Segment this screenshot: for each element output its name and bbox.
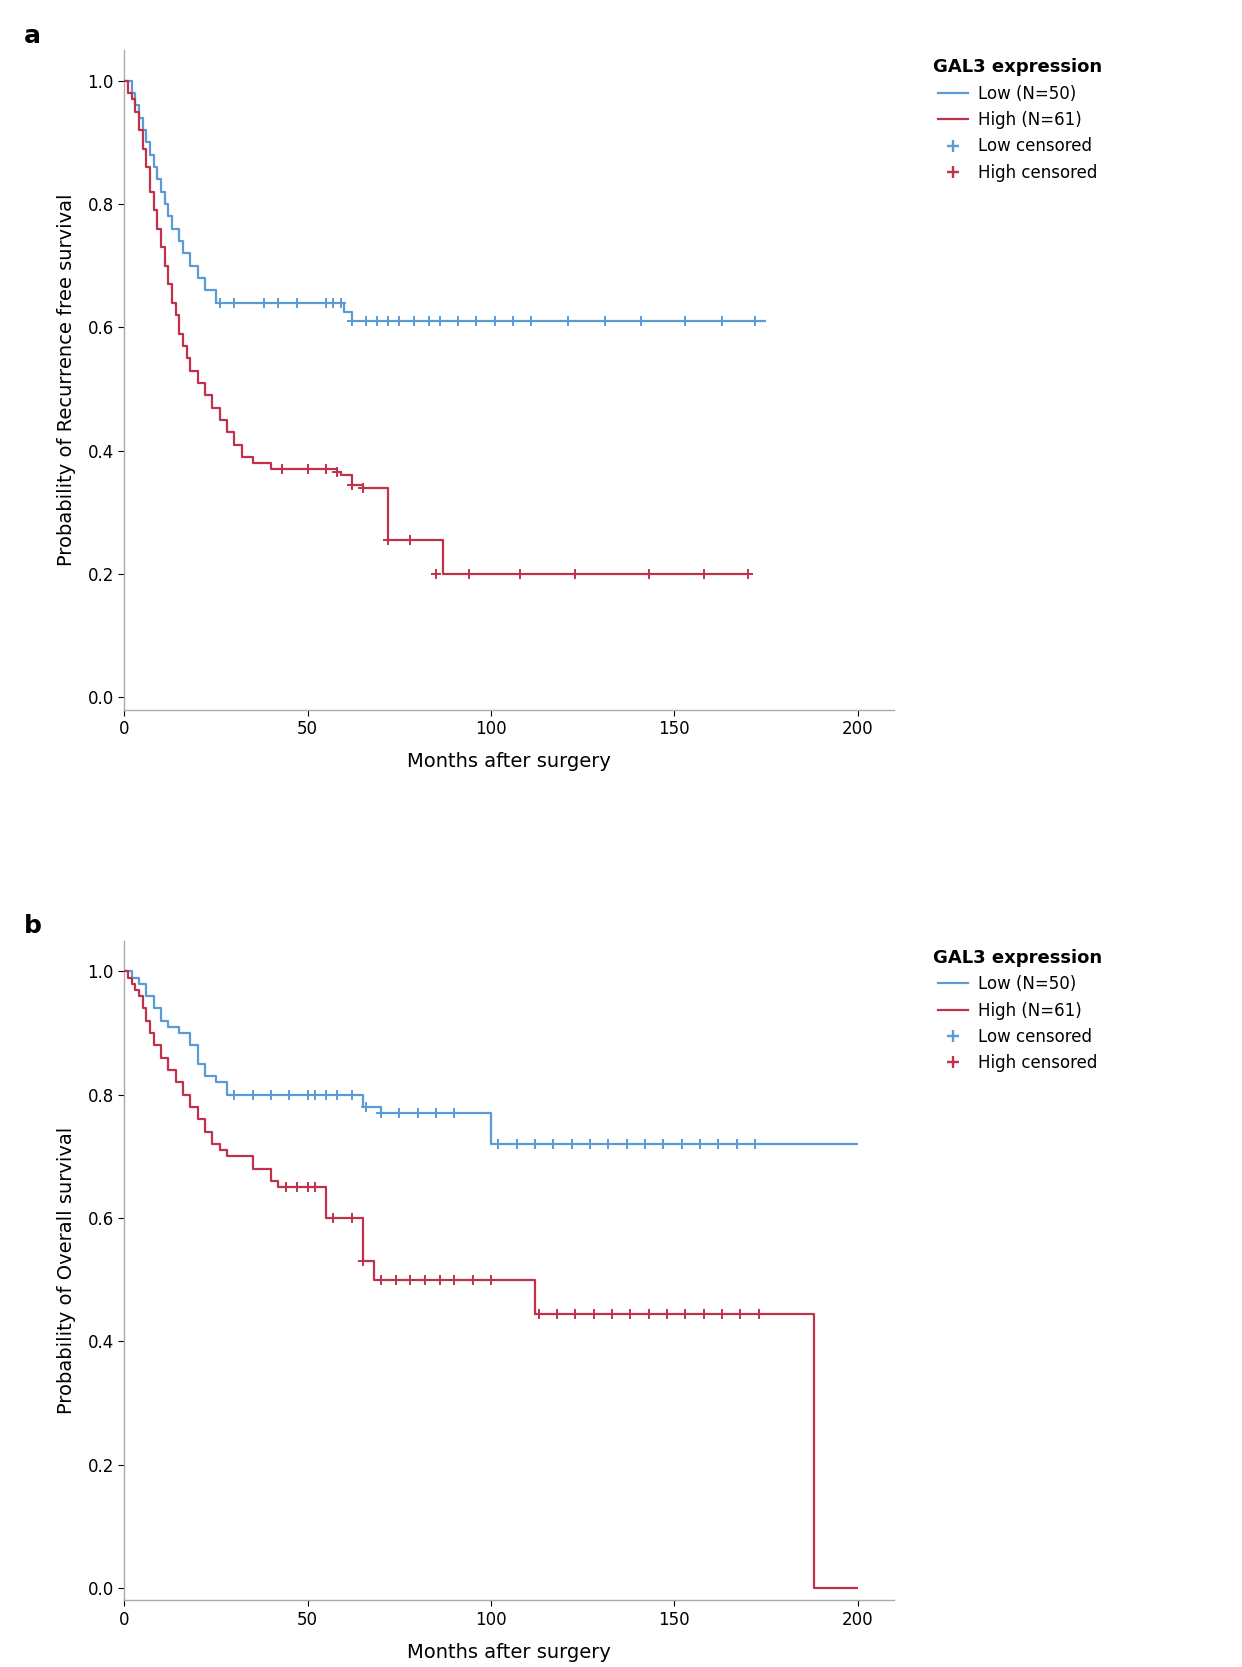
Y-axis label: Probability of Overall survival: Probability of Overall survival [57,1127,76,1414]
X-axis label: Months after surgery: Months after surgery [407,1642,611,1662]
X-axis label: Months after surgery: Months after surgery [407,752,611,772]
Legend: Low (N=50), High (N=61), Low censored, High censored: Low (N=50), High (N=61), Low censored, H… [934,58,1103,182]
Y-axis label: Probability of Recurrence free survival: Probability of Recurrence free survival [57,193,76,567]
Text: b: b [24,914,42,939]
Text: a: a [24,23,41,48]
Legend: Low (N=50), High (N=61), Low censored, High censored: Low (N=50), High (N=61), Low censored, H… [934,949,1103,1072]
